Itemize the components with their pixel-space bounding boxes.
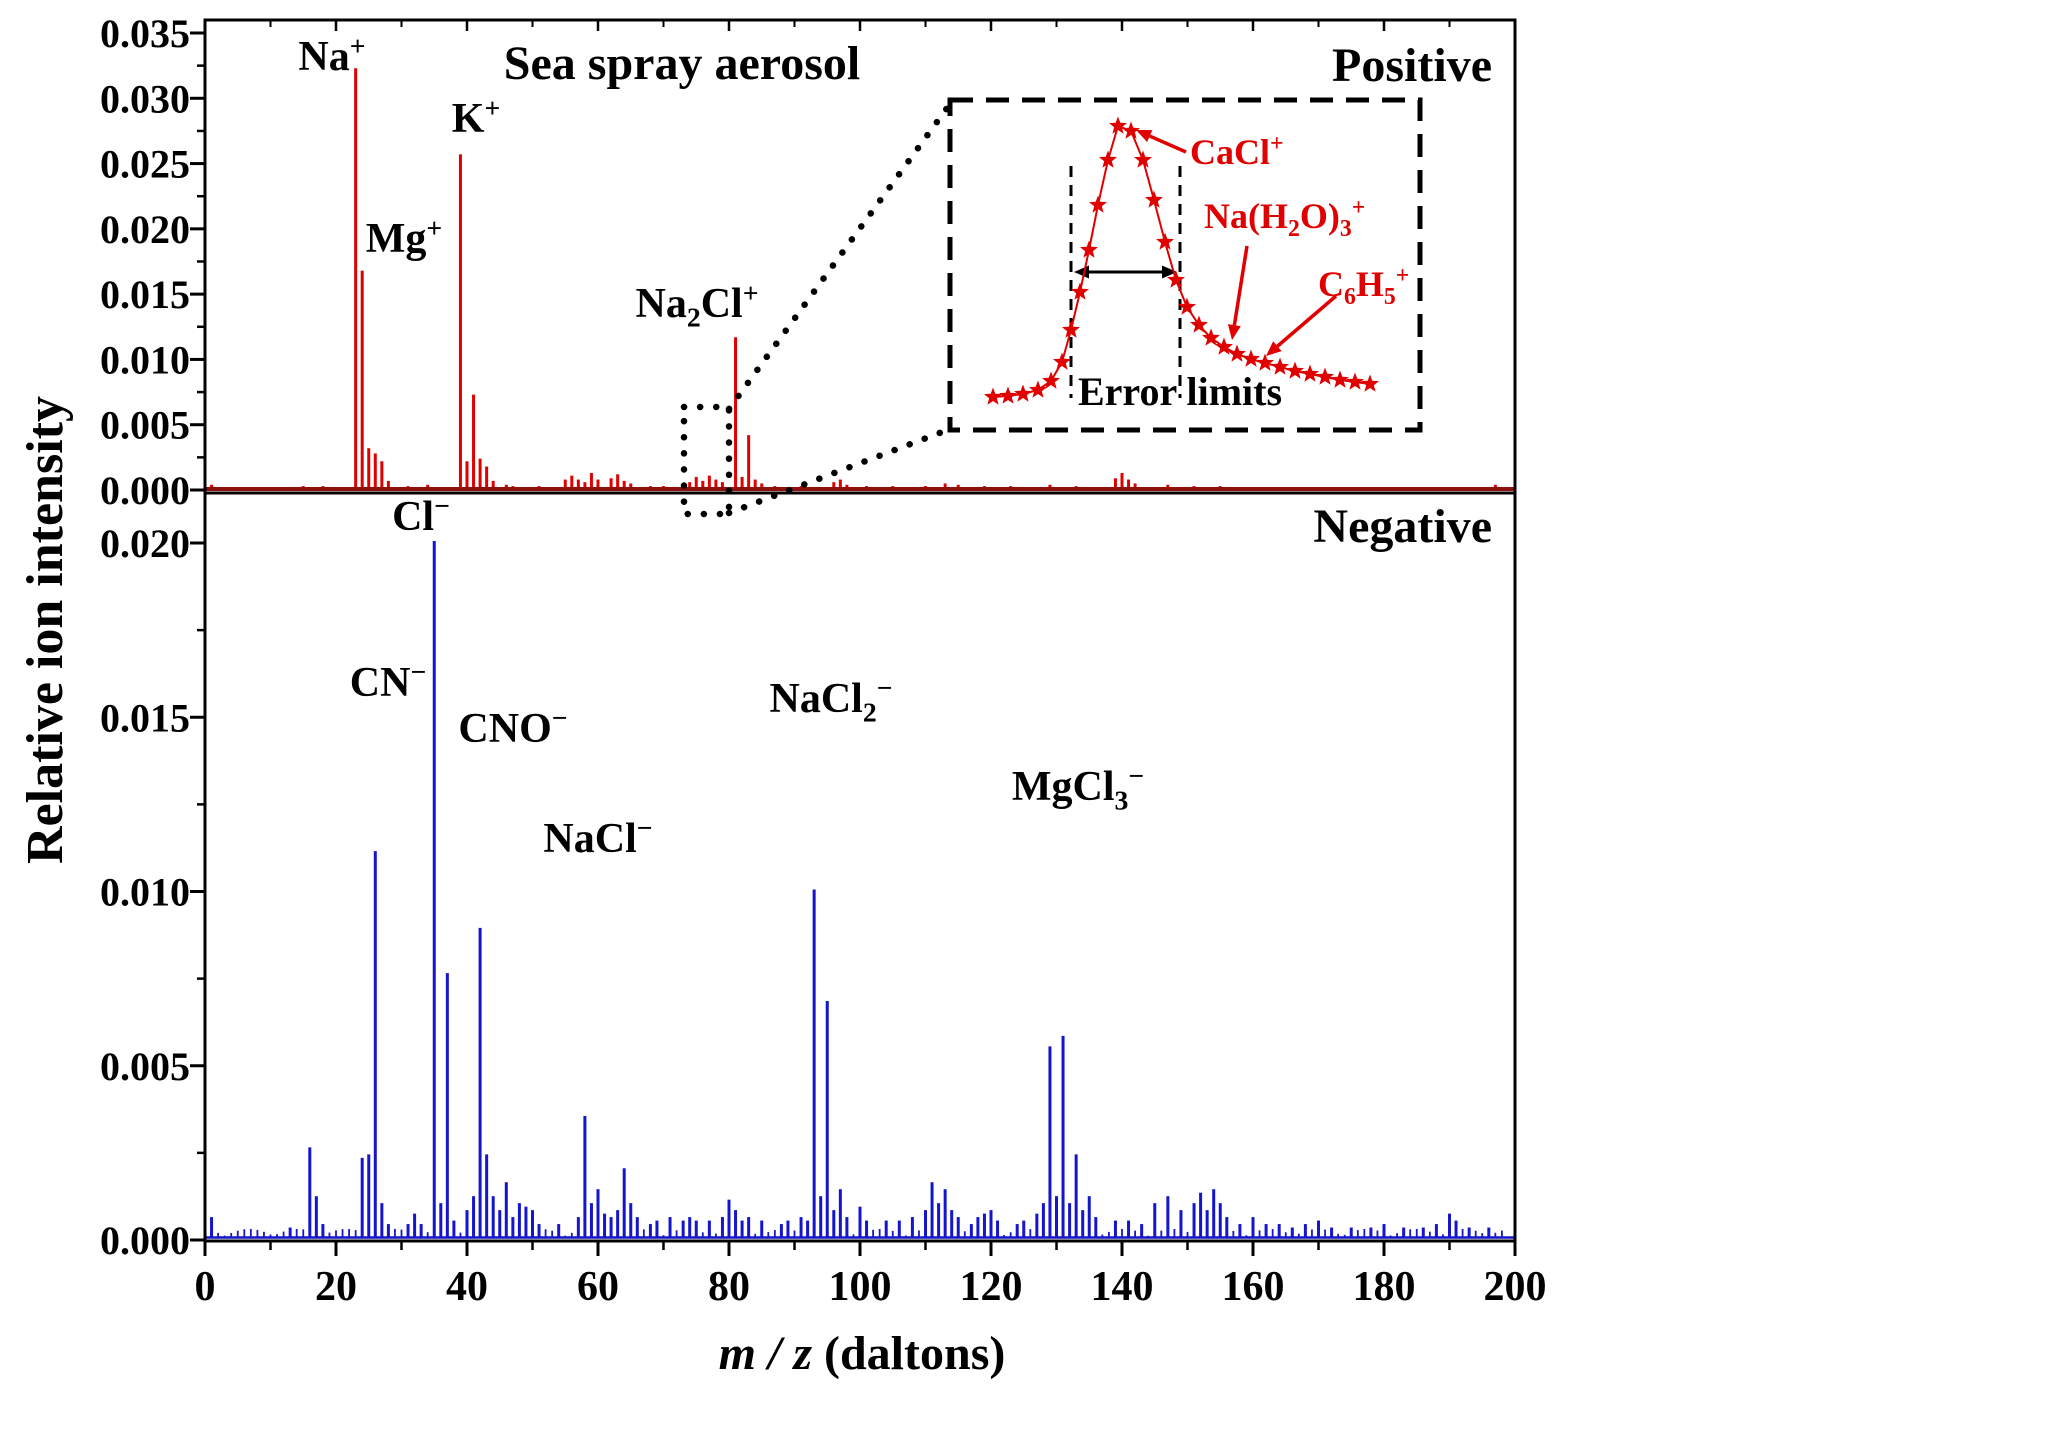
x-tick-label: 60: [577, 1264, 619, 1310]
c6h5-arrow-head: [1266, 341, 1282, 356]
star-marker: [1099, 150, 1117, 168]
star-marker: [1053, 352, 1071, 370]
y-tick-label-negative: 0.015: [100, 695, 190, 740]
star-marker: [1029, 380, 1047, 398]
inset-label-na-h2o-3-plus: Na(H2O)3+: [1204, 195, 1366, 243]
annotation-mg-plus: Mg+: [365, 212, 443, 262]
star-marker: [1215, 337, 1233, 355]
annotation-na-plus: Na+: [298, 30, 366, 80]
star-marker: [999, 386, 1017, 404]
star-marker: [1134, 150, 1152, 168]
x-tick-label: 160: [1222, 1264, 1285, 1310]
x-tick-label: 180: [1353, 1264, 1416, 1310]
star-marker: [1071, 282, 1089, 300]
star-marker: [1271, 357, 1289, 375]
inset-label-c6h5-plus: C6H5+: [1318, 263, 1410, 311]
y-tick-label-positive: 0.035: [100, 11, 190, 56]
x-tick-label: 200: [1484, 1264, 1547, 1310]
y-tick-label-positive: 0.010: [100, 337, 190, 382]
x-tick-label: 100: [829, 1264, 892, 1310]
star-marker: [1089, 195, 1107, 213]
x-tick-label: 40: [446, 1264, 488, 1310]
annotation-mgcl3-minus: MgCl3−: [1011, 760, 1145, 816]
annotation-k-plus: K+: [451, 92, 501, 142]
star-marker: [1167, 270, 1185, 288]
cacl-arrow-head: [1136, 130, 1153, 142]
x-tick-label: 80: [708, 1264, 750, 1310]
star-marker: [1361, 374, 1379, 392]
star-marker: [1122, 121, 1140, 139]
negative-panel-label: Negative: [1313, 500, 1492, 553]
star-marker: [1190, 315, 1208, 333]
y-tick-label-negative: 0.000: [100, 1218, 190, 1263]
annotation-nacl2-minus: NaCl2−: [769, 672, 893, 728]
y-tick-label-positive: 0.025: [100, 142, 190, 187]
annotation-nacl-minus: NaCl−: [543, 812, 653, 862]
star-marker: [1202, 328, 1220, 346]
x-axis-label: m / z (daltons): [718, 1327, 1006, 1380]
zoom-region-box: [680, 403, 733, 518]
star-marker: [1301, 364, 1319, 382]
na-h2o-3-arrow-head: [1227, 324, 1241, 340]
star-marker: [1286, 361, 1304, 379]
y-tick-label-positive: 0.000: [100, 468, 190, 513]
inset-label-cacl-plus: CaCl+: [1190, 131, 1284, 172]
star-marker: [1228, 344, 1246, 362]
star-marker: [1316, 367, 1334, 385]
zoom-connector-top: [725, 100, 954, 413]
x-tick-label: 120: [960, 1264, 1023, 1310]
annotation-cno-minus: CNO−: [458, 702, 568, 752]
y-axis-label: Relative ion intensity: [17, 396, 74, 864]
y-tick-label-negative: 0.010: [100, 870, 190, 915]
star-marker: [1080, 240, 1098, 258]
y-tick-label-negative: 0.020: [100, 521, 190, 566]
star-marker: [1331, 370, 1349, 388]
star-marker: [1014, 384, 1032, 402]
y-tick-label-negative: 0.005: [100, 1044, 190, 1089]
annotation-na2cl-plus: Na2Cl+: [635, 277, 759, 333]
x-tick-label: 0: [195, 1264, 216, 1310]
error-limits-arrow-head: [1162, 265, 1177, 279]
inset-error-limits-label: Error limits: [1077, 369, 1283, 414]
y-tick-label-positive: 0.015: [100, 272, 190, 317]
star-marker: [1062, 320, 1080, 338]
star-marker: [1242, 349, 1260, 367]
x-tick-label: 20: [315, 1264, 357, 1310]
star-marker: [1109, 116, 1127, 134]
x-tick-label: 140: [1091, 1264, 1154, 1310]
figure-title: Sea spray aerosol: [503, 37, 861, 90]
star-marker: [1042, 371, 1060, 389]
inset-box: [947, 97, 1423, 433]
cacl-arrow-shaft: [1149, 134, 1187, 154]
positive-panel-label: Positive: [1332, 39, 1492, 92]
star-marker: [1256, 353, 1274, 371]
star-marker: [1145, 190, 1163, 208]
y-tick-label-positive: 0.030: [100, 76, 190, 121]
star-marker: [984, 387, 1002, 405]
negative-ion-spectrum: [210, 541, 1503, 1238]
star-marker: [1156, 232, 1174, 250]
annotation-cl-minus: Cl−: [392, 490, 450, 540]
c6h5-arrow-shaft: [1276, 294, 1338, 348]
y-tick-label-positive: 0.005: [100, 403, 190, 448]
annotation-cn-minus: CN−: [349, 656, 427, 706]
na-h2o-3-arrow-shaft: [1232, 245, 1249, 326]
star-marker: [1178, 297, 1196, 315]
zoom-connector-bottom: [725, 425, 954, 517]
star-marker: [1346, 372, 1364, 390]
y-tick-label-positive: 0.020: [100, 207, 190, 252]
